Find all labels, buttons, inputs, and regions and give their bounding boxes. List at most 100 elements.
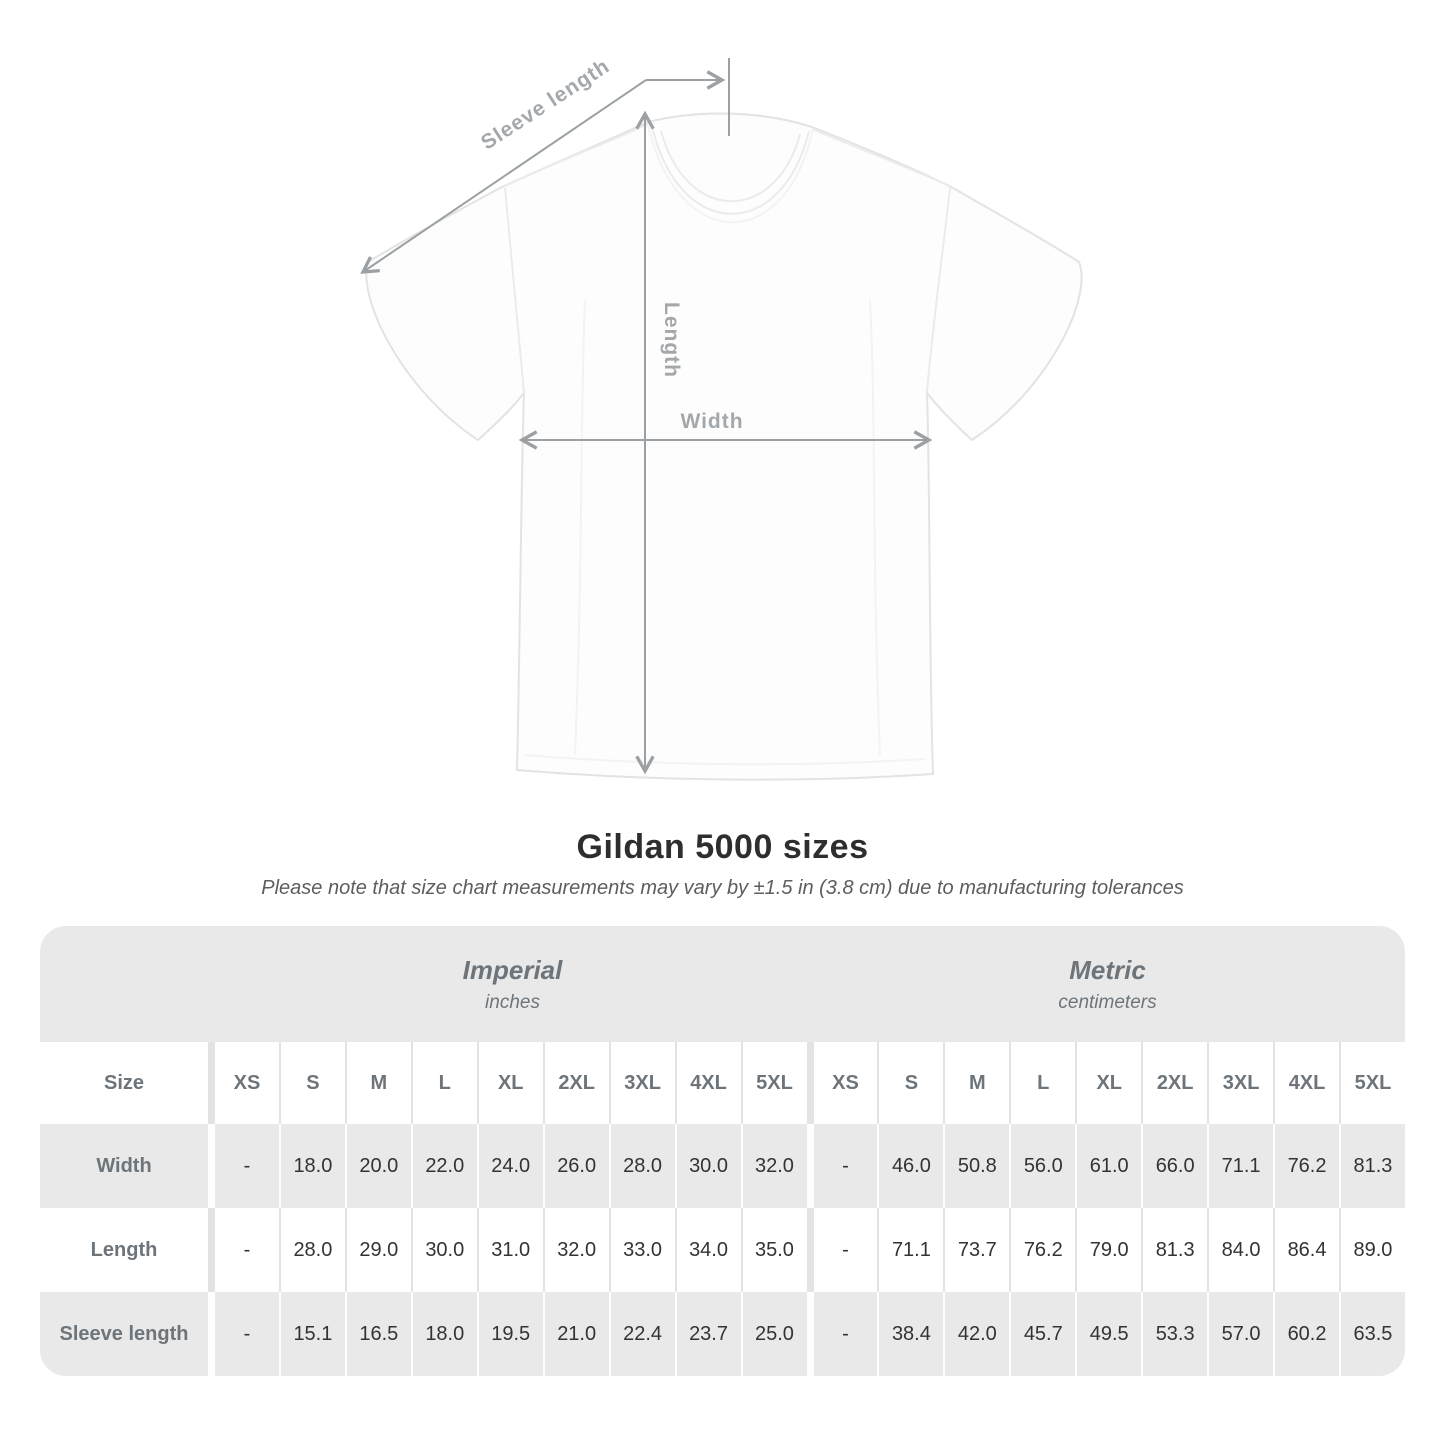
wrinkle-right [869,299,881,756]
value-cell: 32.0 [740,1124,807,1208]
imperial-cells: - 28.0 29.0 30.0 31.0 32.0 33.0 34.0 35.0 [215,1208,807,1292]
width-label: Width [680,410,743,433]
value-cell: 31.0 [476,1208,543,1292]
value-cell: 71.1 [877,1208,943,1292]
metric-section-header: Metric centimeters [810,926,1405,1042]
size-header-cell: XS [832,1071,859,1094]
metric-unit-label: centimeters [1058,991,1157,1013]
size-table-body: Size XS S M L XL 2XL 3XL 4XL 5XL XS S M L XL 2XL 3XL 4XL 5… [40,1042,1405,1376]
value-cell: 22.4 [608,1292,675,1376]
band-spacer [40,926,215,1042]
tshirt-diagram-svg: Sleeve length Length Width [360,54,1083,781]
section-divider [208,1042,215,1124]
value-cell: 46.0 [877,1124,943,1208]
section-divider [806,1042,814,1124]
section-divider [806,1208,814,1292]
value-cell: 53.3 [1141,1292,1207,1376]
value-cell: 21.0 [542,1292,609,1376]
metric-cells: - 71.1 73.7 76.2 79.0 81.3 84.0 86.4 89.0 [814,1208,1406,1292]
value-cell: 34.0 [674,1208,741,1292]
imperial-cells: - 18.0 20.0 22.0 24.0 26.0 28.0 30.0 32.0 [215,1124,807,1208]
size-header-cell: 3XL [608,1042,675,1124]
size-header-cell: 2XL [1141,1042,1207,1124]
value-cell: 79.0 [1075,1208,1141,1292]
size-header-cell: L [1009,1042,1075,1124]
left-sleeve-seam [504,187,525,394]
value-cell: 32.0 [542,1208,609,1292]
table-row: Width - 18.0 20.0 22.0 24.0 26.0 28.0 30.0 32.0 - 4… [40,1124,1405,1208]
row-label: Width [96,1154,152,1177]
value-cell: 28.0 [278,1208,345,1292]
value-cell: 61.0 [1075,1124,1141,1208]
table-row: Sleeve length - 15.1 16.5 18.0 19.5 21.0 22.4 23… [40,1292,1405,1376]
value-cell: 57.0 [1207,1292,1273,1376]
value-cell: 20.0 [344,1124,411,1208]
value-cell: 25.0 [740,1292,807,1376]
unit-header-band: Imperial inches Metric centimeters [40,926,1405,1042]
value-cell: 18.0 [278,1124,345,1208]
value-cell: 56.0 [1009,1124,1075,1208]
value-cell: 19.5 [476,1292,543,1376]
value-cell: 38.4 [877,1292,943,1376]
collar-stitch [647,124,814,224]
value-cell: 66.0 [1141,1124,1207,1208]
right-sleeve-seam [926,187,951,394]
imperial-cells: XS S M L XL 2XL 3XL 4XL 5XL [215,1042,807,1124]
value-cell: 24.0 [476,1124,543,1208]
collar-outer-seam [651,126,810,215]
value-cell: 28.0 [608,1124,675,1208]
size-header-cell: 5XL [740,1042,807,1124]
value-cell: 45.7 [1009,1292,1075,1376]
value-cell: 35.0 [740,1208,807,1292]
size-header-cell: M [943,1042,1009,1124]
length-label: Length [660,302,683,378]
value-cell: - [842,1238,849,1261]
value-cell: - [243,1322,251,1345]
metric-cells: XS S M L XL 2XL 3XL 4XL 5XL [814,1042,1406,1124]
value-cell: 23.7 [674,1292,741,1376]
left-shoulder-seam [504,123,649,187]
size-header-cell: L [410,1042,477,1124]
sleeve-length-arrow [360,79,647,274]
value-cell: - [842,1154,849,1177]
section-divider [806,1292,814,1376]
size-header-cell: XL [476,1042,543,1124]
size-header-cell: M [344,1042,411,1124]
value-cell: - [243,1154,251,1177]
value-cell: 76.2 [1009,1208,1075,1292]
page-title: Gildan 5000 sizes [576,828,869,866]
tshirt-graphic [365,112,1083,781]
size-table: Imperial inches Metric centimeters Size X… [40,926,1405,1376]
size-column-header: Size [103,1071,145,1094]
metric-cells: - 38.4 42.0 45.7 49.5 53.3 57.0 60.2 63.5 [814,1292,1406,1376]
value-cell: 18.0 [410,1292,477,1376]
section-divider [806,1124,814,1208]
table-row: Length -28.0 29.0 30.0 31.0 32.0 33.0 34.0 35.0 -… [40,1208,1405,1292]
value-cell: 16.5 [344,1292,411,1376]
row-label: Sleeve length [59,1322,189,1345]
value-cell: 60.2 [1273,1292,1339,1376]
value-cell: 81.3 [1141,1208,1207,1292]
sleeve-length-label: Sleeve length [477,54,614,154]
metric-label: Metric [1069,954,1146,985]
value-cell: 84.0 [1207,1208,1273,1292]
size-header-cell: 4XL [1273,1042,1339,1124]
value-cell: 29.0 [344,1208,411,1292]
imperial-label: Imperial [462,954,563,985]
tolerance-note: Please note that size chart measurements… [261,877,1184,899]
size-header-cell: 4XL [674,1042,741,1124]
wrinkle-left [574,299,586,756]
size-header-cell: 5XL [1339,1042,1405,1124]
collar-inner-edge [660,130,801,202]
imperial-cells: - 15.1 16.5 18.0 19.5 21.0 22.4 23.7 25.0 [215,1292,807,1376]
value-cell: 86.4 [1273,1208,1339,1292]
size-header-cell: XS [233,1071,261,1094]
value-cell: 49.5 [1075,1292,1141,1376]
imperial-section-header: Imperial inches [215,926,810,1042]
size-header-cell: XL [1075,1042,1141,1124]
value-cell: 81.3 [1339,1124,1405,1208]
value-cell: 73.7 [943,1208,1009,1292]
table-row: Size XS S M L XL 2XL 3XL 4XL 5XL XS S M L XL 2XL 3XL 4XL 5… [40,1042,1405,1124]
row-label: Length [90,1238,158,1261]
value-cell: 33.0 [608,1208,675,1292]
